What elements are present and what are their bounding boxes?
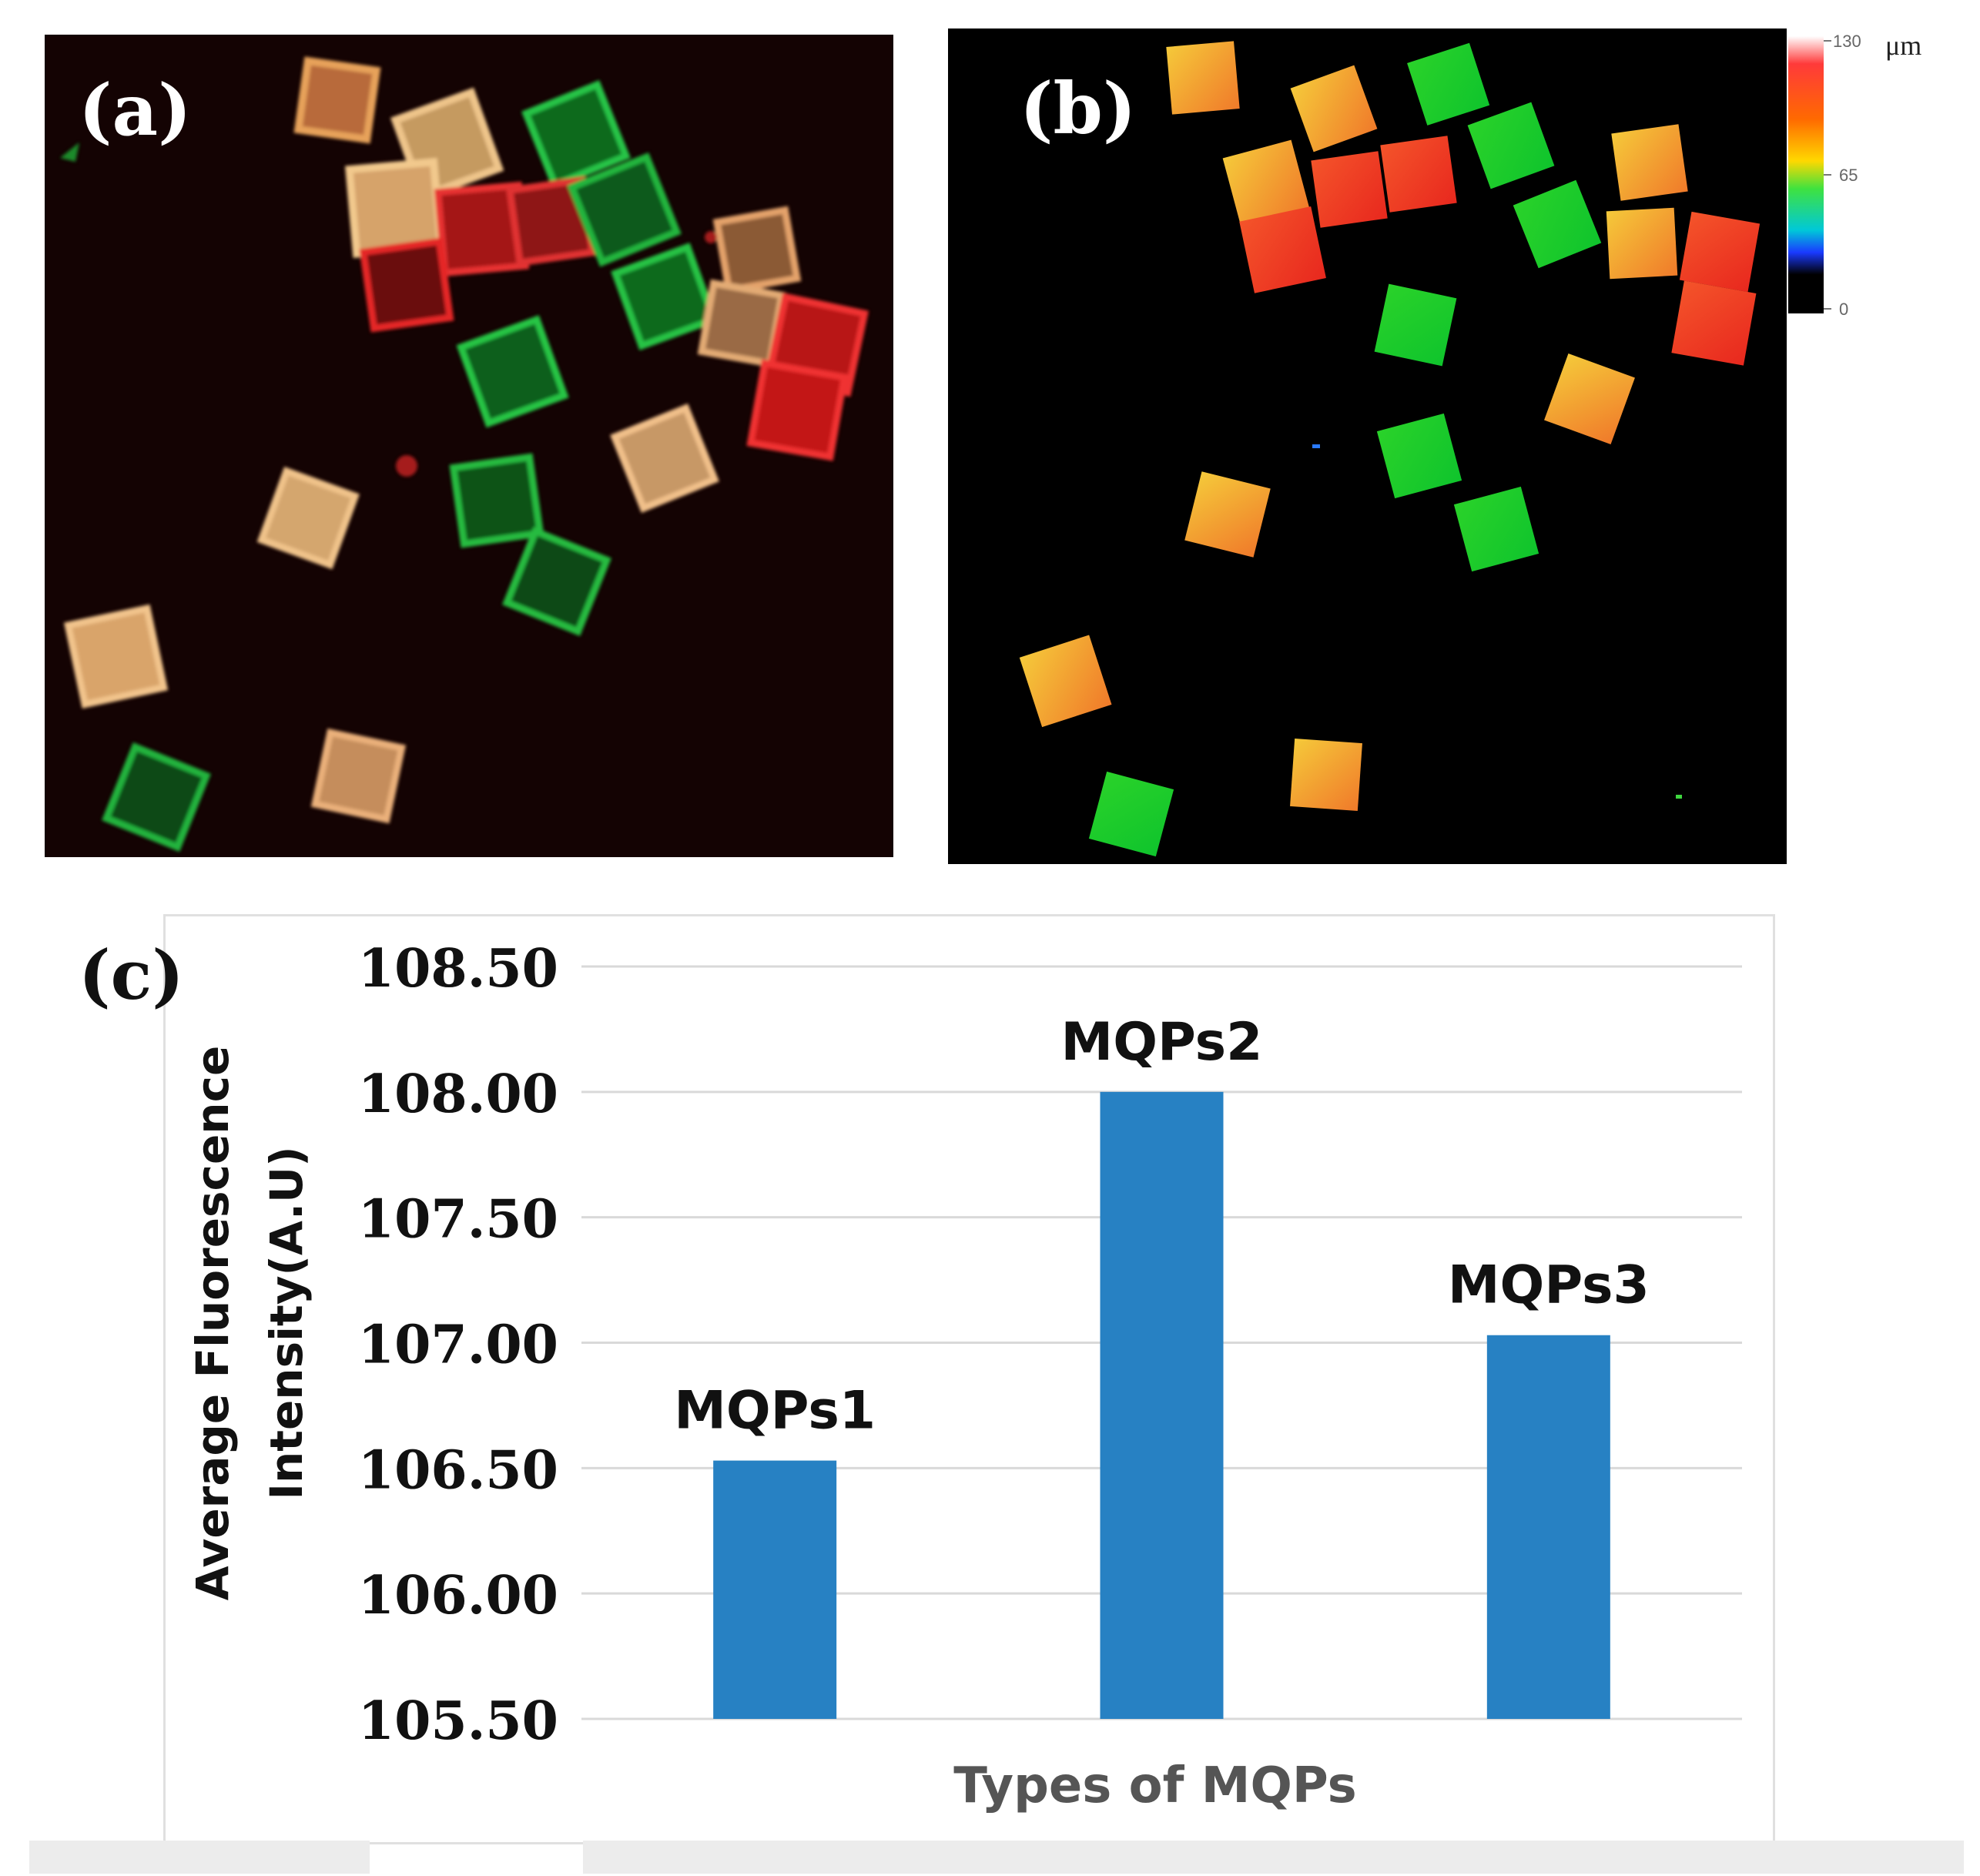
crystal	[1184, 471, 1271, 558]
crystal	[449, 453, 544, 548]
bar-mqps2	[1100, 1091, 1224, 1719]
crystal	[1611, 124, 1688, 201]
crystal	[611, 243, 719, 350]
crystal	[610, 404, 719, 513]
bar-mqps1	[713, 1460, 837, 1719]
height-colorbar: 130 65 0 μm	[1787, 28, 1972, 321]
crystal	[712, 206, 802, 295]
crystal	[1671, 280, 1757, 366]
y-axis-title: Average Fluorescence Intensity(A.U)	[186, 1046, 313, 1601]
crystal	[456, 315, 569, 428]
colorbar-tick-label: 130	[1833, 32, 1861, 51]
y-tick-label: 108.50	[358, 938, 558, 1000]
crystal	[1606, 207, 1678, 280]
bottom-strip-left	[29, 1841, 370, 1874]
crystal	[1239, 206, 1326, 293]
data-label: MQPs3	[1448, 1255, 1650, 1316]
y-tick-label: 108.00	[358, 1064, 558, 1125]
crystal	[1019, 635, 1112, 728]
y-tick-label: 106.50	[358, 1439, 558, 1501]
crystal	[102, 742, 211, 852]
fluorescence-image-a: (a)	[45, 35, 893, 857]
crystal	[1544, 353, 1635, 444]
crystal	[63, 604, 169, 709]
colorbar-tick-label: 0	[1839, 300, 1848, 319]
micrograph-b	[1019, 41, 1761, 857]
crystal	[1374, 283, 1457, 367]
crystal	[1453, 486, 1539, 572]
panel-a-label: (a)	[79, 69, 192, 152]
crystal	[1290, 739, 1362, 811]
data-label: MQPs1	[674, 1381, 876, 1442]
crystal	[1311, 151, 1388, 228]
y-tick-label: 106.00	[358, 1565, 558, 1626]
crystal	[746, 359, 849, 461]
crystal	[359, 237, 454, 333]
y-tick-label: 107.50	[358, 1189, 558, 1251]
y-axis-label-line1: Average Fluorescence	[186, 1046, 239, 1601]
colorbar-graphic: 130 65 0 μm	[1788, 30, 1921, 319]
micrograph-a	[60, 56, 869, 852]
bars	[713, 1091, 1610, 1719]
panel-c-label: (c)	[79, 935, 184, 1015]
crystal	[1290, 65, 1378, 152]
panel-b-label: (b)	[1020, 67, 1137, 150]
crystal	[310, 728, 407, 824]
crystal	[1380, 136, 1457, 213]
crystal	[1513, 179, 1602, 269]
crystal-group-b	[1019, 41, 1761, 857]
particle	[1312, 444, 1320, 448]
crystal	[502, 527, 611, 636]
data-label: MQPs2	[1061, 1012, 1263, 1073]
crystal	[521, 80, 631, 189]
bottom-strip-right	[583, 1841, 1964, 1874]
particle	[1676, 795, 1682, 799]
crystal	[1467, 102, 1555, 189]
y-tick-label: 105.50	[358, 1690, 558, 1752]
crystal	[1166, 41, 1240, 115]
crystal	[1679, 211, 1761, 293]
bar-mqps3	[1486, 1335, 1610, 1719]
crystal-group-a	[60, 56, 869, 852]
crystal	[293, 56, 381, 144]
y-axis-ticks: 108.50 108.00 107.50 107.00 106.50 106.00 105.…	[358, 938, 558, 1752]
colorbar-unit: μm	[1885, 30, 1921, 61]
crystal	[256, 466, 360, 570]
particle	[60, 142, 79, 162]
colorbar-tick-label: 65	[1839, 166, 1858, 185]
x-axis-label: Types of MQPs	[953, 1757, 1356, 1814]
crystal	[1088, 771, 1174, 857]
crystal	[567, 152, 682, 267]
colorbar-gradient	[1788, 36, 1824, 313]
crystal	[1222, 139, 1310, 227]
data-labels: MQPs1 MQPs2 MQPs3	[674, 1012, 1650, 1442]
y-axis-label-line2: Intensity(A.U)	[260, 1146, 313, 1499]
crystal	[1376, 413, 1462, 499]
crystal	[1407, 42, 1490, 126]
particle	[705, 231, 717, 243]
height-map-b: (b)	[948, 28, 1787, 864]
y-tick-label: 107.00	[358, 1315, 558, 1376]
particle	[396, 455, 417, 477]
